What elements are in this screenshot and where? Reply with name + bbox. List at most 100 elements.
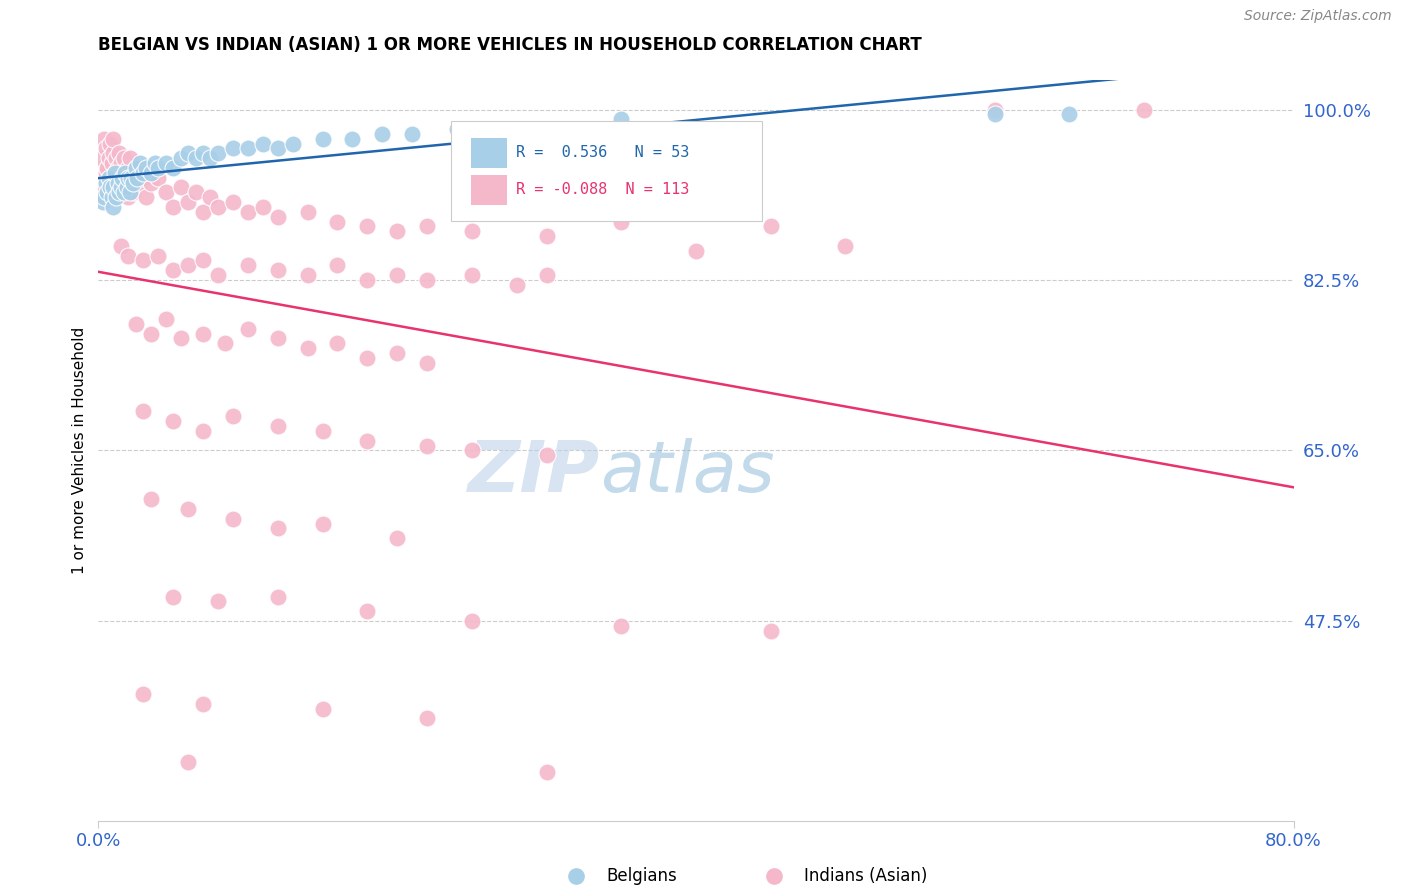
Point xyxy=(125,161,148,175)
Point xyxy=(127,170,149,185)
Point xyxy=(222,409,245,424)
Point xyxy=(222,511,245,525)
Point xyxy=(385,346,409,360)
Point xyxy=(200,190,222,204)
Point xyxy=(94,176,117,190)
Point xyxy=(236,141,259,155)
Point xyxy=(416,711,439,725)
Point xyxy=(148,170,170,185)
Point xyxy=(132,170,155,185)
Point xyxy=(135,161,157,175)
Point xyxy=(207,268,229,282)
Point xyxy=(103,180,125,194)
Point xyxy=(267,419,290,434)
Point xyxy=(103,146,125,161)
Point xyxy=(117,190,139,204)
Point xyxy=(90,151,112,165)
Point xyxy=(97,170,120,185)
Point xyxy=(311,701,333,715)
Point xyxy=(356,273,378,287)
Point xyxy=(111,170,134,185)
Point xyxy=(416,219,439,234)
Text: BELGIAN VS INDIAN (ASIAN) 1 OR MORE VEHICLES IN HOUSEHOLD CORRELATION CHART: BELGIAN VS INDIAN (ASIAN) 1 OR MORE VEHI… xyxy=(98,36,922,54)
Point xyxy=(110,239,132,253)
Point xyxy=(491,122,513,136)
Point xyxy=(139,176,162,190)
Point xyxy=(416,439,439,453)
Point xyxy=(162,414,184,428)
Point xyxy=(121,176,143,190)
Text: Source: ZipAtlas.com: Source: ZipAtlas.com xyxy=(1244,9,1392,23)
Point xyxy=(267,590,290,604)
Point xyxy=(148,161,170,175)
Point xyxy=(111,170,134,185)
Point xyxy=(759,624,782,638)
Point xyxy=(108,146,131,161)
Point xyxy=(506,277,529,292)
Point xyxy=(132,166,155,180)
Point xyxy=(114,166,136,180)
Point xyxy=(143,156,166,170)
Point xyxy=(759,219,782,234)
Point xyxy=(169,151,191,165)
Point xyxy=(311,132,333,146)
Point xyxy=(222,195,245,210)
Point xyxy=(118,151,141,165)
Point xyxy=(98,170,122,185)
Point xyxy=(132,404,155,418)
Point xyxy=(610,619,633,633)
Point xyxy=(101,190,124,204)
Point xyxy=(117,161,139,175)
Point xyxy=(461,224,484,238)
Point xyxy=(356,219,378,234)
Text: R = -0.088  N = 113: R = -0.088 N = 113 xyxy=(516,182,689,197)
Point xyxy=(191,424,214,438)
Point xyxy=(177,755,200,769)
Point xyxy=(536,448,558,462)
Point xyxy=(267,331,290,345)
Point xyxy=(207,594,229,608)
Point xyxy=(114,166,136,180)
Point xyxy=(105,151,128,165)
Point xyxy=(184,151,207,165)
Point xyxy=(97,151,120,165)
Point xyxy=(110,180,132,194)
Point xyxy=(446,122,468,136)
Text: atlas: atlas xyxy=(600,438,775,508)
Point xyxy=(162,263,184,277)
Point xyxy=(94,166,117,180)
Point xyxy=(610,214,633,228)
Point xyxy=(120,166,142,180)
Point xyxy=(117,249,139,263)
Text: R =  0.536   N = 53: R = 0.536 N = 53 xyxy=(516,145,689,161)
Point xyxy=(110,156,132,170)
Point xyxy=(94,141,117,155)
Point xyxy=(1133,103,1156,117)
Point xyxy=(191,326,214,341)
Point xyxy=(148,249,170,263)
FancyBboxPatch shape xyxy=(471,175,508,204)
Point xyxy=(536,229,558,244)
Point xyxy=(93,132,115,146)
Point xyxy=(536,268,558,282)
Point xyxy=(98,180,122,194)
Point xyxy=(267,521,290,535)
Point xyxy=(135,190,157,204)
Point xyxy=(984,107,1007,121)
Point xyxy=(385,268,409,282)
Point xyxy=(91,180,114,194)
Text: Indians (Asian): Indians (Asian) xyxy=(804,867,927,885)
Point xyxy=(169,331,191,345)
Point xyxy=(132,253,155,268)
Point xyxy=(107,176,129,190)
Point xyxy=(207,146,229,161)
Point xyxy=(326,336,349,351)
Point xyxy=(267,263,290,277)
Point xyxy=(98,136,122,151)
Point xyxy=(191,204,214,219)
Point xyxy=(162,200,184,214)
Point xyxy=(112,186,135,200)
Point xyxy=(356,351,378,365)
Point xyxy=(120,170,142,185)
Point xyxy=(139,492,162,507)
